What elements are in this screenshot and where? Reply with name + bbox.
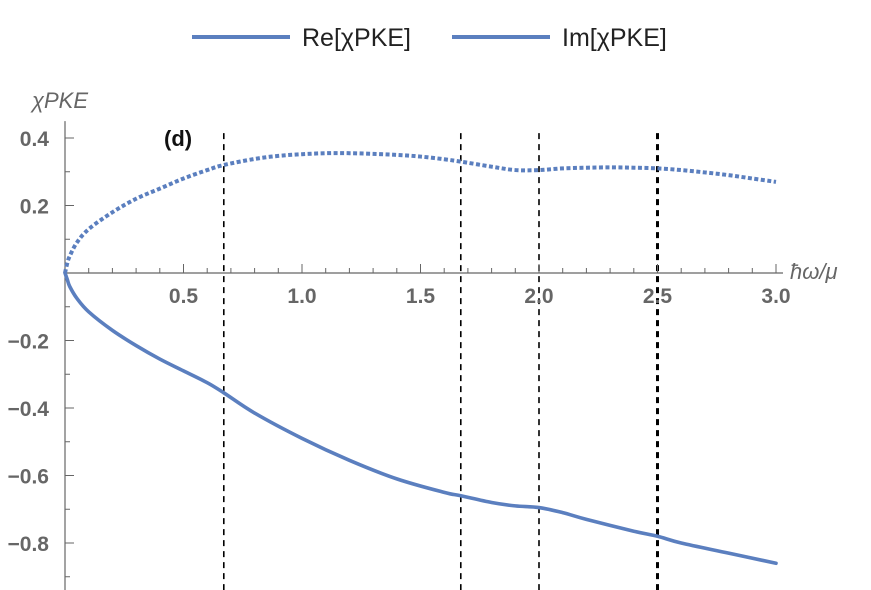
x-tick-label: 2.5 bbox=[643, 285, 673, 308]
y-axis-label: χPKE bbox=[30, 88, 88, 113]
legend-label-re: Re[χPKE] bbox=[302, 24, 411, 52]
x-tick-label: 3.0 bbox=[761, 285, 790, 308]
x-tick-label: 1.0 bbox=[287, 285, 316, 308]
legend: Re[χPKE] Im[χPKE] bbox=[192, 24, 667, 52]
y-tick-label: 0.4 bbox=[20, 128, 50, 151]
series-line-re bbox=[63, 271, 778, 566]
y-tick-label: −0.2 bbox=[8, 331, 49, 354]
tick-labels: 0.5 1.0 1.5 2.0 2.5 3.0 0.4 0.2 −0.2 −0.4 −0.6 −0.8 bbox=[8, 128, 791, 556]
y-tick-label: −0.4 bbox=[8, 398, 50, 421]
x-tick-label: 2.0 bbox=[524, 285, 553, 308]
x-axis-label: ħω/μ bbox=[790, 259, 838, 284]
y-tick-label: −0.6 bbox=[8, 466, 49, 489]
panel-label: (d) bbox=[164, 126, 192, 151]
axes bbox=[64, 121, 783, 590]
series-lines bbox=[63, 151, 778, 566]
y-tick-label: 0.2 bbox=[20, 196, 49, 219]
series-line-im bbox=[63, 151, 777, 274]
legend-label-im: Im[χPKE] bbox=[562, 24, 667, 52]
y-tick-label: −0.8 bbox=[8, 533, 50, 556]
x-tick-label: 1.5 bbox=[406, 285, 436, 308]
x-tick-label: 0.5 bbox=[169, 285, 199, 308]
